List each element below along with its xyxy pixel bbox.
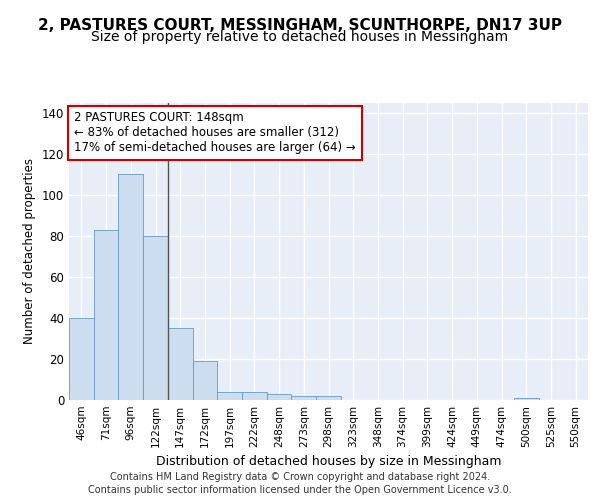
X-axis label: Distribution of detached houses by size in Messingham: Distribution of detached houses by size … bbox=[156, 456, 501, 468]
Bar bbox=[514, 398, 539, 400]
Bar bbox=[193, 361, 217, 400]
Text: Size of property relative to detached houses in Messingham: Size of property relative to detached ho… bbox=[91, 30, 509, 44]
Bar bbox=[316, 396, 341, 400]
Bar bbox=[143, 236, 168, 400]
Bar bbox=[242, 392, 267, 400]
Bar bbox=[69, 318, 94, 400]
Text: 2 PASTURES COURT: 148sqm
← 83% of detached houses are smaller (312)
17% of semi-: 2 PASTURES COURT: 148sqm ← 83% of detach… bbox=[74, 112, 356, 154]
Bar bbox=[94, 230, 118, 400]
Bar bbox=[168, 328, 193, 400]
Bar bbox=[118, 174, 143, 400]
Bar bbox=[217, 392, 242, 400]
Bar bbox=[267, 394, 292, 400]
Y-axis label: Number of detached properties: Number of detached properties bbox=[23, 158, 36, 344]
Bar bbox=[292, 396, 316, 400]
Text: Contains HM Land Registry data © Crown copyright and database right 2024.
Contai: Contains HM Land Registry data © Crown c… bbox=[88, 472, 512, 495]
Text: 2, PASTURES COURT, MESSINGHAM, SCUNTHORPE, DN17 3UP: 2, PASTURES COURT, MESSINGHAM, SCUNTHORP… bbox=[38, 18, 562, 32]
